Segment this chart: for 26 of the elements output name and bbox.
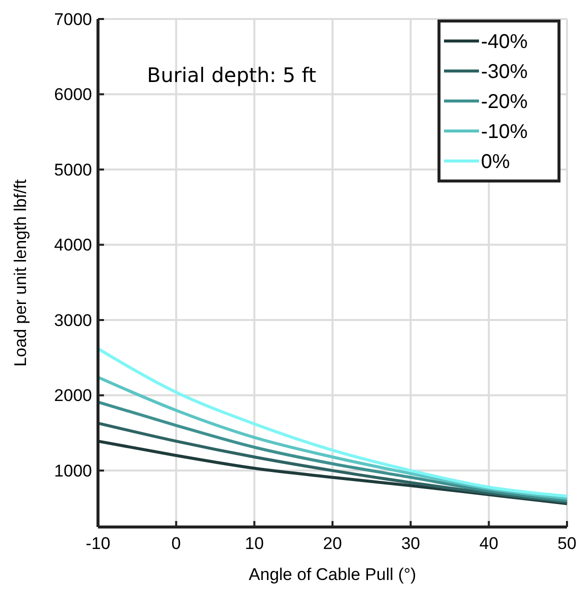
y-tick-label: 4000	[54, 236, 92, 255]
y-tick-label: 3000	[54, 310, 92, 330]
y-tick-label: 2000	[54, 386, 92, 406]
x-axis-title: Angle of Cable Pull (°)	[248, 565, 416, 584]
line-series	[96, 347, 568, 498]
line-series	[96, 422, 568, 504]
y-axis-title: Load per unit length lbf/ft	[11, 179, 30, 367]
legend-label: -30%	[481, 61, 528, 83]
y-tick-label: 6000	[54, 85, 92, 104]
x-tick-label: -10	[86, 534, 110, 553]
line-series	[96, 376, 568, 500]
y-tick-label: 5000	[54, 160, 92, 180]
x-tick-label: 10	[244, 534, 264, 553]
y-tick-label: 1000	[54, 462, 92, 481]
legend-label: -10%	[481, 121, 528, 143]
y-tick-label: 7000	[54, 10, 92, 29]
annotation: Burial depth: 5 ft	[147, 63, 316, 87]
legend-label: -40%	[481, 31, 528, 53]
legend-label: 0%	[481, 151, 510, 173]
x-tick-label: 50	[558, 534, 576, 553]
x-tick-label: 30	[401, 534, 420, 553]
x-tick-label: 40	[479, 534, 498, 553]
x-tick-label: 0	[171, 534, 181, 553]
line-series	[96, 400, 568, 502]
legend-label: -20%	[481, 91, 528, 113]
x-tick-label: 20	[323, 534, 342, 553]
